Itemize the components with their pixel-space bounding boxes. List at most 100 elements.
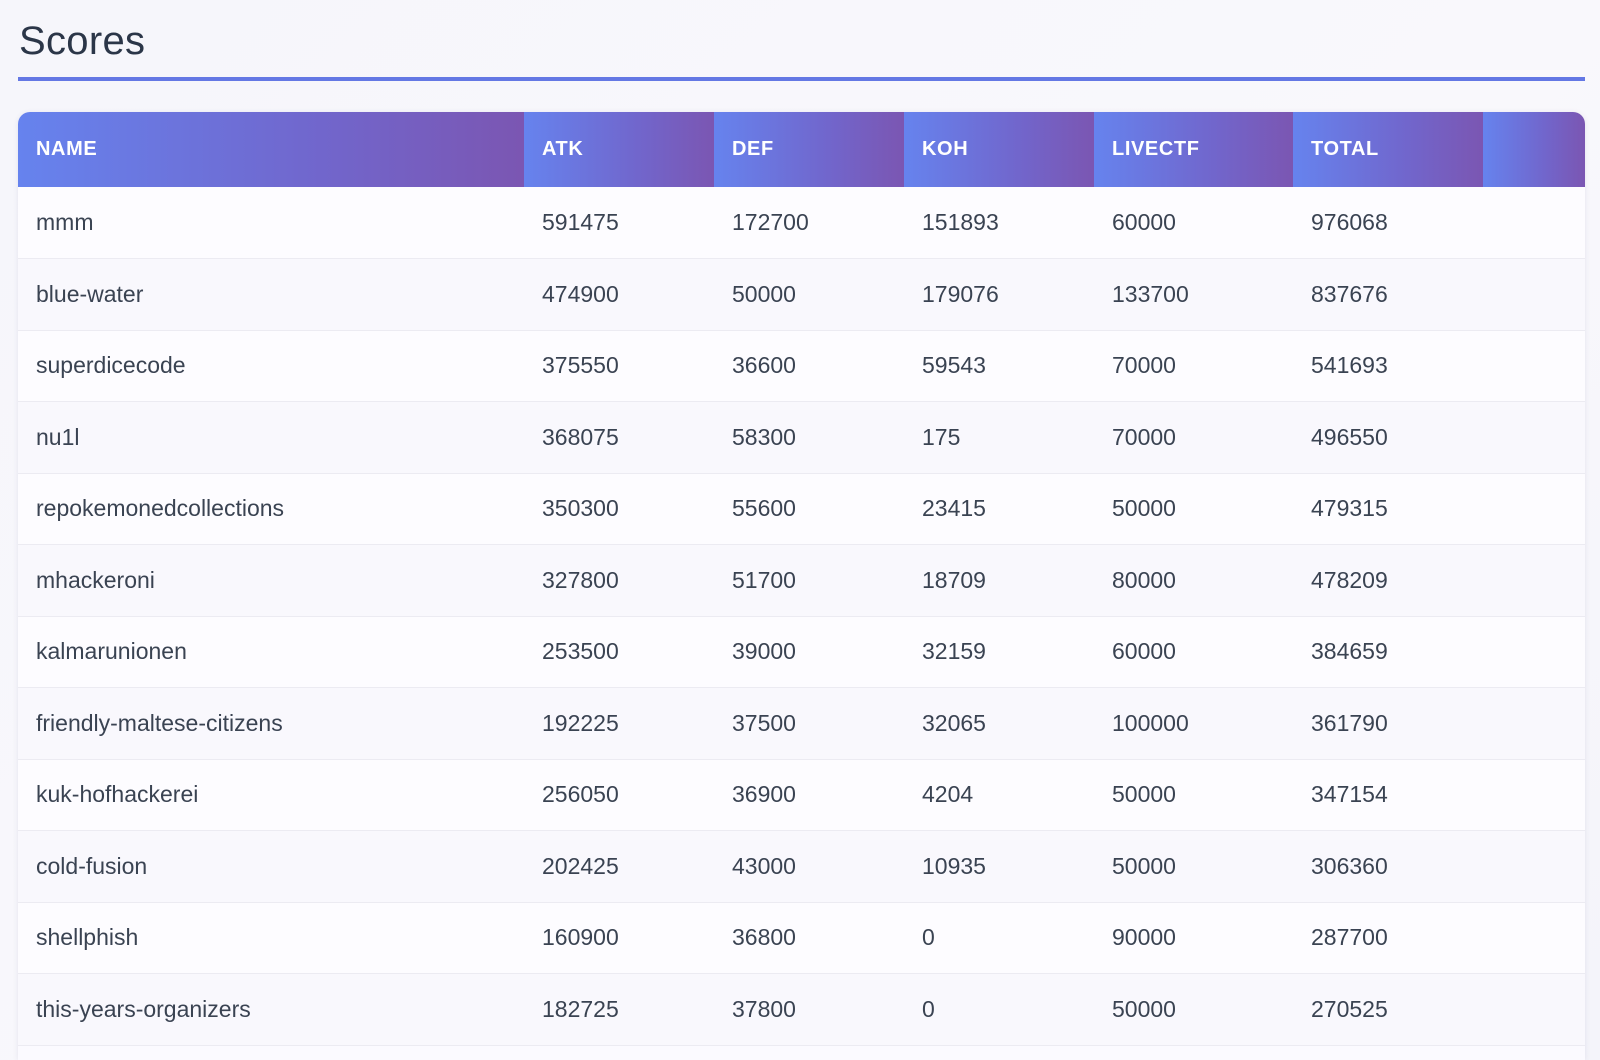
cell-koh: 179076 (922, 280, 999, 307)
cell-spacer (1483, 187, 1585, 259)
cell-atk: 350300 (542, 495, 619, 522)
column-header-total[interactable]: TOTAL (1293, 112, 1483, 187)
cell-def: 39000 (732, 638, 796, 665)
table-row: repokemonedcollections 350300 55600 23415 50… (18, 473, 1585, 545)
cell-koh: 23415 (922, 495, 986, 522)
cell-total: 270525 (1311, 995, 1388, 1022)
cell-spacer (1483, 831, 1585, 903)
cell-livectf: 50000 (1112, 995, 1176, 1022)
cell-total: 347154 (1311, 781, 1388, 808)
scores-table-card: NAME ATK DEF KOH LIVECTF TOTAL mmm 591475… (18, 112, 1585, 1060)
cell-livectf: 60000 (1112, 638, 1176, 665)
cell-koh: 32065 (922, 709, 986, 736)
cell-livectf: 70000 (1112, 423, 1176, 450)
column-header-name[interactable]: NAME (18, 112, 524, 187)
cell-spacer (1483, 545, 1585, 617)
cell-spacer (1483, 974, 1585, 1046)
cell-spacer (1483, 759, 1585, 831)
page-title: Scores (19, 19, 146, 63)
cell-livectf: 50000 (1112, 781, 1176, 808)
header-row: NAME ATK DEF KOH LIVECTF TOTAL (18, 112, 1585, 187)
table-row: friendly-maltese-citizens 192225 37500 3206… (18, 687, 1585, 760)
cell-name: mhackeroni (36, 566, 155, 593)
cell-livectf: 100000 (1112, 709, 1189, 736)
cell-spacer (1483, 473, 1585, 545)
cell-total: 384659 (1311, 638, 1388, 665)
cell-livectf: 60000 (1112, 209, 1176, 235)
cell-koh: 175 (922, 423, 961, 450)
cell-total: 287700 (1311, 924, 1388, 951)
cell-spacer (1483, 330, 1585, 402)
table-row: kuk-hofhackerei 256050 36900 4204 50000 34715… (18, 759, 1585, 831)
cell-koh: 10935 (922, 852, 986, 879)
table-row: nu1l 368075 58300 175 70000 496550 (18, 401, 1585, 474)
cell-atk: 368075 (542, 423, 619, 450)
table-row: blue-water 474900 50000 179076 133700 837676 (18, 258, 1585, 331)
cell-def: 58300 (732, 423, 796, 450)
cell-koh: 0 (922, 924, 935, 951)
cell-total: 361790 (1311, 709, 1388, 736)
cell-atk: 253500 (542, 638, 619, 665)
cell-name: mmm (36, 209, 94, 235)
cell-name: kalmarunionen (36, 638, 187, 665)
cell-total: 976068 (1311, 209, 1388, 235)
cell-livectf: 50000 (1112, 495, 1176, 522)
cell-total: 496550 (1311, 423, 1388, 450)
cell-name: friendly-maltese-citizens (36, 709, 283, 736)
column-header-def[interactable]: DEF (714, 112, 904, 187)
title-divider (18, 77, 1585, 81)
cell-koh: 4204 (922, 781, 974, 808)
cell-livectf: 70000 (1112, 352, 1176, 379)
cell-total: 541693 (1311, 352, 1388, 379)
cell-livectf: 90000 (1112, 924, 1176, 951)
cell-name: kuk-hofhackerei (36, 781, 199, 808)
cell-def: 36600 (732, 352, 796, 379)
table-row: mhackeroni 327800 51700 18709 80000 478209 (18, 544, 1585, 617)
cell-def: 37500 (732, 709, 796, 736)
table-header: NAME ATK DEF KOH LIVECTF TOTAL (18, 112, 1585, 187)
cell-atk: 327800 (542, 566, 619, 593)
cell-name: cold-fusion (36, 852, 148, 879)
cell-def: 55600 (732, 495, 796, 522)
column-header-livectf[interactable]: LIVECTF (1094, 112, 1293, 187)
cell-atk: 182725 (542, 995, 619, 1022)
column-header-atk[interactable]: ATK (524, 112, 714, 187)
column-header-koh[interactable]: KOH (904, 112, 1094, 187)
cell-spacer (1483, 688, 1585, 760)
cell-total: 479315 (1311, 495, 1388, 522)
cell-spacer (1483, 902, 1585, 974)
cell-def: 51700 (732, 566, 796, 593)
cell-koh: 18709 (922, 566, 986, 593)
cell-def: 50000 (732, 280, 796, 307)
column-header-spacer (1483, 112, 1585, 187)
cell-koh: 59543 (922, 352, 986, 379)
cell-atk: 375550 (542, 352, 619, 379)
cell-atk: 202425 (542, 852, 619, 879)
table-row: kalmarunionen 253500 39000 32159 60000 384659 (18, 616, 1585, 688)
cell-total: 837676 (1311, 280, 1388, 307)
cell-def: 36800 (732, 924, 796, 951)
table-row: this-years-organizers 182725 37800 0 50000 27… (18, 973, 1585, 1046)
cell-livectf: 133700 (1112, 280, 1189, 307)
cell-def: 43000 (732, 852, 796, 879)
cell-name: superdicecode (36, 352, 186, 379)
cell-def: 36900 (732, 781, 796, 808)
cell-spacer (1483, 616, 1585, 688)
cell-atk: 160900 (542, 924, 619, 951)
cell-def: 172700 (732, 209, 809, 235)
cell-name: shellphish (36, 924, 139, 951)
cell-spacer (1483, 402, 1585, 474)
cell-total: 306360 (1311, 852, 1388, 879)
cell-total: 478209 (1311, 566, 1388, 593)
cell-name: nu1l (36, 423, 80, 450)
cell-koh: 151893 (922, 209, 999, 235)
cell-livectf: 80000 (1112, 566, 1176, 593)
table-row: cold-fusion 202425 43000 10935 50000 306360 (18, 830, 1585, 903)
cell-name: blue-water (36, 280, 144, 307)
table-row: shellphish 160900 36800 0 90000 287700 (18, 902, 1585, 974)
cell-koh: 0 (922, 995, 935, 1022)
cell-name: repokemonedcollections (36, 495, 285, 522)
table-row: superdicecode 375550 36600 59543 70000 541693 (18, 330, 1585, 402)
table-row: mmm 591475 172700 151893 60000 976068 (18, 187, 1585, 259)
cell-spacer (1483, 259, 1585, 331)
